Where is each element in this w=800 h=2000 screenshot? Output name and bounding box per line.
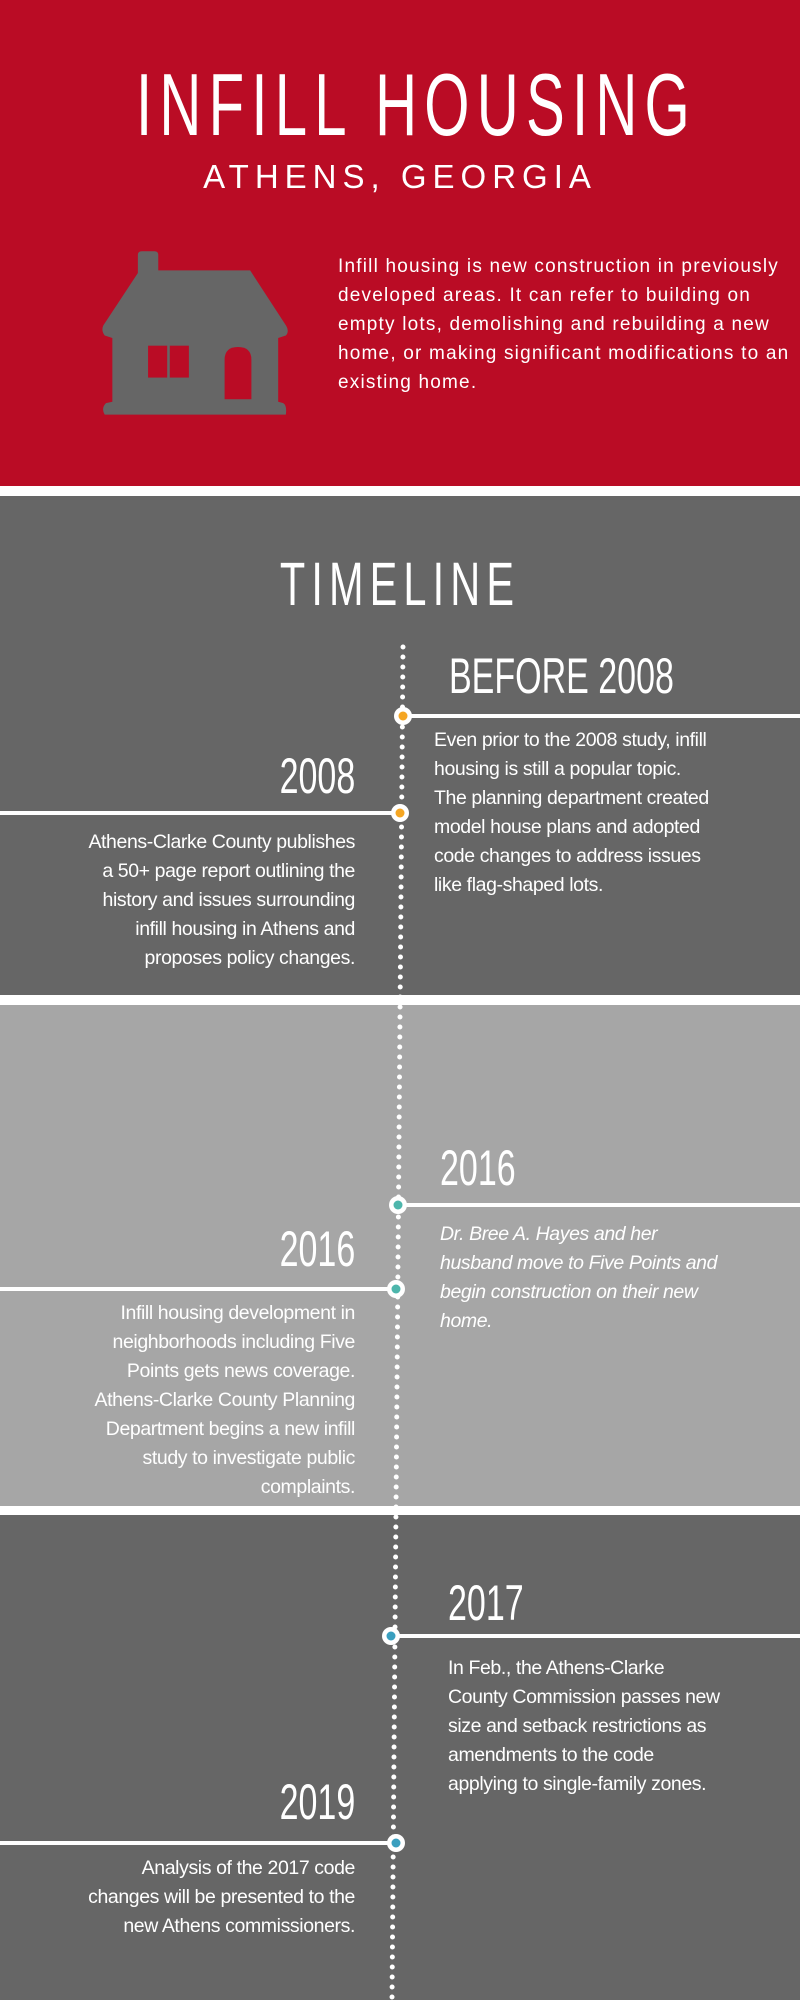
timeline-title: TIMELINE	[279, 550, 521, 618]
dotted-timeline-line	[389, 644, 406, 2000]
entry-connector	[403, 714, 800, 718]
entry-connector	[0, 1287, 396, 1291]
timeline-dot-icon	[387, 1280, 405, 1298]
house-icon	[102, 251, 288, 415]
timeline-dot-icon	[391, 804, 409, 822]
intro-description: Infill housing is new construction in pr…	[338, 256, 790, 393]
page-subtitle: ATHENS, GEORGIA	[203, 158, 597, 195]
entry-year-2008: 2008	[279, 748, 355, 804]
entry-connector	[0, 1841, 396, 1845]
entry-year-2016-right: 2016	[440, 1140, 516, 1196]
page-title: INFILL HOUSING	[136, 55, 697, 154]
entry-connector	[391, 1634, 800, 1638]
timeline-band-3	[0, 1515, 800, 2000]
entry-text-2008: Athens-Clarke County publishes a 50+ page…	[88, 831, 355, 969]
timeline-dot-icon	[382, 1627, 400, 1645]
entry-year-2016-left: 2016	[279, 1221, 355, 1277]
entry-text-2016-left: Infill housing development in neighborhoo…	[94, 1302, 356, 1498]
entry-year-2019: 2019	[279, 1774, 355, 1830]
timeline-dot-icon	[387, 1834, 405, 1852]
entry-year-before-2008: BEFORE 2008	[449, 648, 674, 704]
timeline-dot-icon	[394, 707, 412, 725]
entry-year-2017: 2017	[448, 1575, 524, 1631]
entry-text-2016-right: Dr. Bree A. Hayes and her husband move to…	[440, 1223, 718, 1332]
timeline-band-1	[0, 496, 800, 995]
entry-text-2019: Analysis of the 2017 code changes will be…	[88, 1857, 355, 1937]
timeline-dot-icon	[389, 1196, 407, 1214]
entry-text-2017: In Feb., the Athens-Clarke County Commiss…	[448, 1657, 720, 1795]
entry-connector	[0, 811, 400, 815]
entry-text-before-2008: Even prior to the 2008 study, infill hous…	[434, 729, 709, 896]
entry-connector	[398, 1203, 800, 1207]
